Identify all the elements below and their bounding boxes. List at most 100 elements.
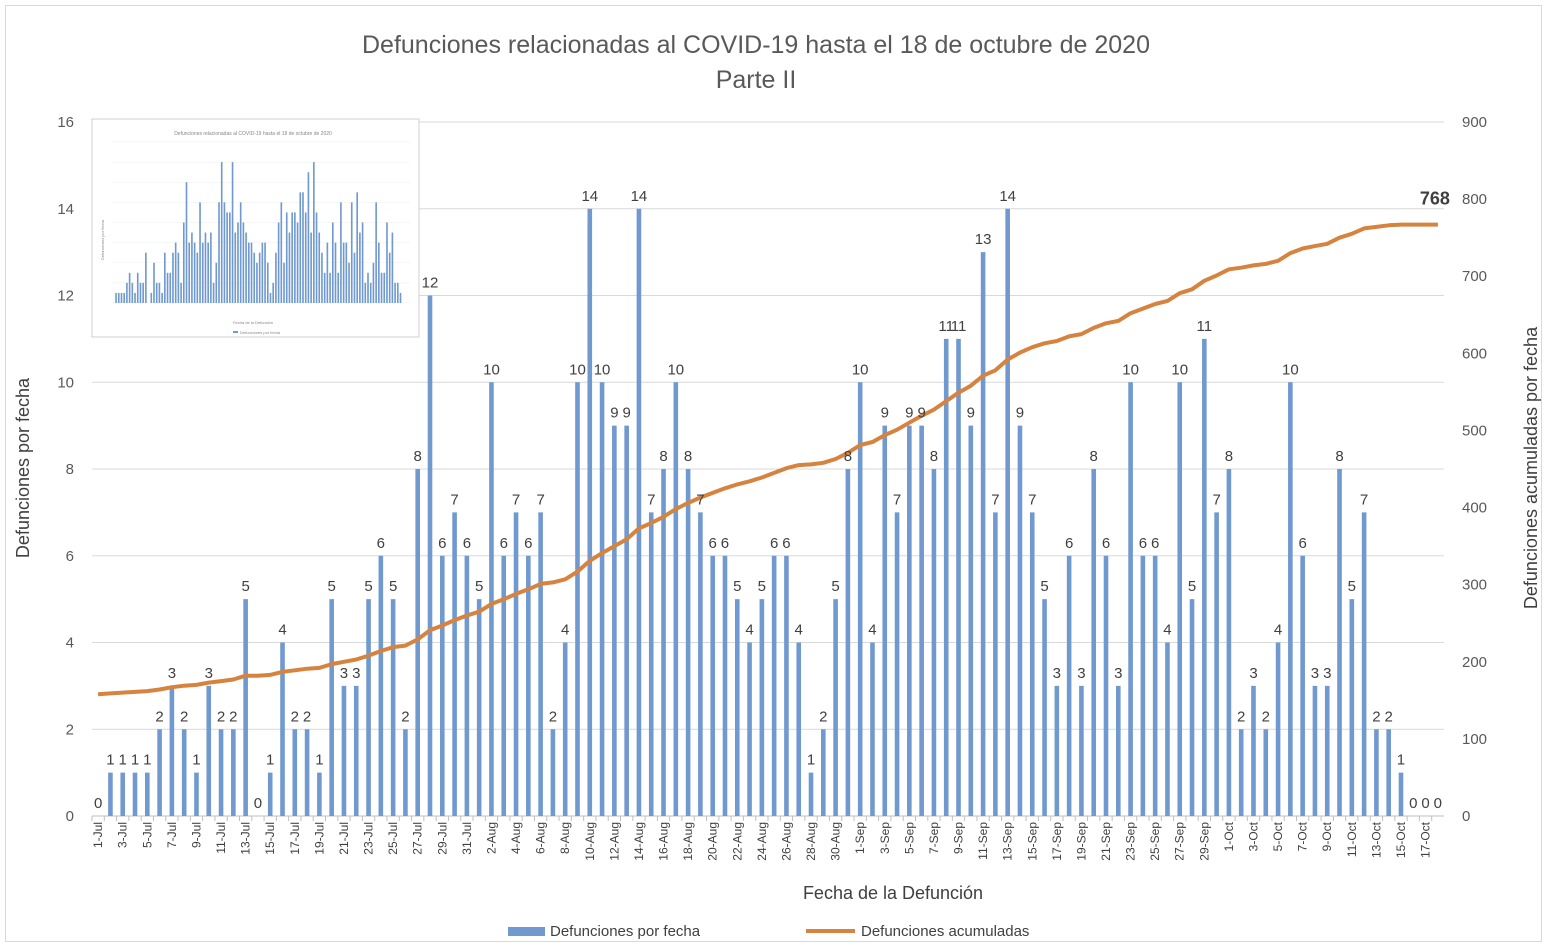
inset-bar: [258, 252, 261, 303]
bar: [1005, 208, 1010, 816]
x-tick-label: 14-Aug: [632, 822, 646, 861]
inset-bar: [242, 222, 245, 303]
x-tick-label: 3-Jul: [116, 822, 130, 848]
data-label: 5: [328, 578, 336, 595]
inset-bar: [153, 262, 155, 303]
data-label: 2: [303, 708, 311, 725]
inset-bar: [318, 232, 321, 303]
data-label: 2: [180, 708, 188, 725]
data-label: 4: [745, 622, 753, 639]
x-tick-label: 5-Sep: [902, 822, 916, 854]
data-label: 2: [155, 708, 163, 725]
bar: [366, 599, 371, 816]
bar: [722, 555, 728, 816]
data-label: 1: [143, 752, 151, 769]
bar: [1140, 555, 1146, 816]
data-label: 14: [631, 188, 648, 205]
inset-bar: [128, 272, 131, 303]
data-label: 0: [94, 795, 102, 812]
bar: [1152, 555, 1158, 816]
data-label: 3: [1323, 665, 1331, 682]
inset-bar: [388, 252, 391, 303]
bar: [218, 729, 224, 816]
bar: [132, 772, 138, 816]
x-tick-label: 5-Jul: [140, 822, 154, 848]
data-label: 10: [569, 361, 586, 378]
bar: [341, 685, 347, 816]
data-label: 1: [119, 752, 127, 769]
x-tick-label: 16-Aug: [657, 822, 671, 861]
bar: [1128, 382, 1133, 816]
data-label: 6: [721, 535, 729, 552]
data-label: 4: [795, 622, 803, 639]
inset-thumbnail: Defunciones relacionadas al COVID-19 has…: [91, 118, 420, 338]
inset-bar: [272, 282, 275, 303]
inset-bar: [164, 252, 166, 303]
inset-bar: [250, 242, 253, 303]
bar: [759, 599, 765, 816]
inset-bar: [364, 282, 367, 303]
bar: [1398, 772, 1404, 816]
x-tick-label: 9-Jul: [190, 822, 204, 848]
bar: [108, 772, 113, 816]
data-label: 1: [1397, 752, 1405, 769]
bar: [1386, 729, 1391, 816]
bar: [784, 555, 789, 816]
x-tick-label: 7-Oct: [1296, 821, 1310, 851]
inset-bar: [280, 202, 283, 303]
inset-bar: [369, 282, 372, 303]
y2-tick-label: 0: [1462, 808, 1470, 825]
inset-bar: [134, 292, 136, 303]
inset-bar: [188, 242, 191, 303]
bar: [169, 685, 175, 816]
inset-bar: [383, 272, 386, 303]
inset-bar: [321, 252, 323, 303]
inset-bar: [145, 252, 147, 303]
y2-tick-label: 200: [1462, 654, 1487, 671]
legend-line-label: Defunciones acumuladas: [861, 923, 1029, 940]
data-label: 6: [500, 535, 508, 552]
inset-bar: [304, 212, 307, 303]
data-label: 1: [807, 752, 815, 769]
bar: [1226, 469, 1232, 816]
bar: [698, 512, 703, 816]
bar: [145, 772, 150, 816]
data-label: 12: [422, 275, 439, 292]
inset-bar: [294, 212, 296, 303]
x-tick-label: 13-Sep: [1001, 822, 1015, 861]
inset-bar: [329, 272, 331, 303]
data-label: 10: [667, 361, 684, 378]
data-label: 8: [659, 448, 667, 465]
inset-bar: [185, 182, 188, 303]
bar: [452, 512, 457, 816]
bar: [734, 599, 740, 816]
inset-bar: [142, 282, 144, 303]
inset-bars: [115, 162, 402, 303]
inset-bar: [215, 262, 218, 303]
bar: [1079, 685, 1084, 816]
y2-tick-label: 800: [1462, 191, 1487, 208]
bar: [624, 425, 629, 816]
bar: [267, 772, 273, 816]
bar: [329, 599, 334, 816]
bar: [304, 729, 310, 816]
bar: [1115, 685, 1121, 816]
data-label: 2: [217, 708, 225, 725]
inset-bar: [261, 242, 264, 303]
data-label: 10: [483, 361, 500, 378]
bar: [599, 382, 605, 816]
x-tick-label: 11-Sep: [976, 822, 990, 860]
bar: [1177, 382, 1183, 816]
data-label: 7: [1360, 491, 1368, 508]
bar: [378, 555, 384, 816]
data-label: 2: [291, 708, 299, 725]
data-label: 11: [951, 318, 967, 335]
data-label: 3: [352, 665, 360, 682]
data-label: 5: [364, 578, 372, 595]
x-tick-label: 3-Sep: [878, 822, 892, 854]
data-label: 10: [594, 361, 611, 378]
x-tick-label: 2-Aug: [485, 822, 499, 854]
inset-bar: [331, 222, 334, 303]
bar: [648, 512, 654, 816]
inset-bar: [237, 222, 239, 303]
